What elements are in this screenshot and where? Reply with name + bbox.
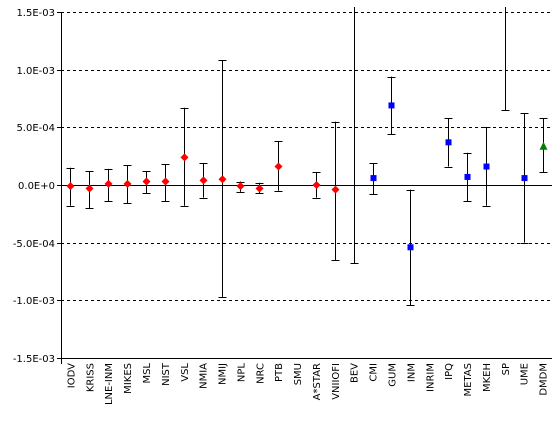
x-tick-label: MSL bbox=[142, 363, 153, 384]
x-tick-label: PTB bbox=[274, 363, 285, 382]
data-point-triangle bbox=[539, 141, 548, 150]
x-tick-label: BEV bbox=[350, 363, 361, 383]
x-tick-label: METAS bbox=[463, 363, 474, 396]
data-point-diamond bbox=[274, 162, 283, 171]
y-tick-label: 0.0E+0 bbox=[18, 181, 55, 192]
x-tick-label: NPL bbox=[236, 363, 247, 383]
y-tick-label: 1.0E-03 bbox=[16, 66, 55, 77]
x-tick-label: MIKES bbox=[123, 363, 134, 394]
x-tick-label: INM bbox=[406, 363, 417, 382]
y-tick-label: 1.5E-03 bbox=[16, 8, 55, 19]
y-tick-label: -1.0E-03 bbox=[13, 296, 55, 307]
data-point-square bbox=[464, 173, 471, 180]
x-tick-label: NMIJ bbox=[218, 363, 229, 385]
x-tick-label: KRISS bbox=[85, 363, 96, 392]
x-tick-label: NRC bbox=[255, 363, 266, 384]
data-point-square bbox=[407, 244, 414, 251]
x-tick-label: INRIM bbox=[425, 363, 436, 392]
data-point-diamond bbox=[218, 175, 227, 184]
x-tick-label: SP bbox=[501, 363, 512, 375]
data-point-square bbox=[483, 163, 490, 170]
data-point-diamond bbox=[236, 182, 245, 191]
data-point-diamond bbox=[104, 179, 113, 188]
y-tick-label: -1.5E-03 bbox=[13, 354, 55, 365]
axis-layer bbox=[57, 12, 552, 364]
x-tick-label: MKEH bbox=[482, 363, 493, 392]
x-tick-label: LNE-INM bbox=[104, 363, 115, 405]
x-tick-label: A*STAR bbox=[312, 363, 323, 400]
data-point-square bbox=[370, 175, 377, 182]
y-tick-label: -5.0E-04 bbox=[13, 239, 55, 250]
x-tick-label: CMI bbox=[369, 363, 380, 382]
x-tick-label: SMU bbox=[293, 363, 304, 385]
data-point-diamond bbox=[161, 177, 170, 186]
grid-layer bbox=[61, 12, 552, 301]
x-tick-label: NIST bbox=[161, 362, 172, 386]
x-tick-label: VNIIOFI bbox=[331, 363, 342, 400]
data-point-diamond bbox=[199, 176, 208, 185]
x-tick-label: UME bbox=[520, 363, 531, 385]
data-point-diamond bbox=[123, 179, 132, 188]
x-tick-labels: IODV KRISS LNE-INM MIKES MSL NIST VSL NMIA NMIJ N… bbox=[66, 362, 549, 405]
data-point-diamond bbox=[255, 184, 264, 193]
y-tick-label: 5.0E-04 bbox=[16, 123, 55, 134]
data-point-diamond bbox=[312, 181, 321, 189]
data-point-diamond bbox=[180, 153, 189, 162]
data-point-square bbox=[445, 139, 452, 146]
x-tick-label: IPQ bbox=[444, 363, 455, 380]
marker-layer bbox=[66, 102, 548, 251]
x-tick-label: DMDM bbox=[539, 363, 550, 396]
x-tick-label: VSL bbox=[180, 363, 191, 382]
data-point-square bbox=[521, 175, 528, 182]
errorbar-layer bbox=[66, 7, 548, 306]
data-point-diamond bbox=[142, 177, 151, 186]
y-tick-labels: -1.5E-03 -1.0E-03 -5.0E-04 0.0E+0 5.0E-04 1.0… bbox=[13, 8, 55, 365]
data-point-diamond bbox=[331, 185, 340, 194]
x-tick-label: IODV bbox=[66, 363, 77, 388]
data-point-diamond bbox=[85, 184, 94, 193]
data-point-square bbox=[388, 102, 395, 109]
data-point-diamond bbox=[66, 182, 75, 191]
x-tick-label: NMIA bbox=[199, 363, 210, 389]
x-tick-label: GUM bbox=[388, 363, 399, 387]
